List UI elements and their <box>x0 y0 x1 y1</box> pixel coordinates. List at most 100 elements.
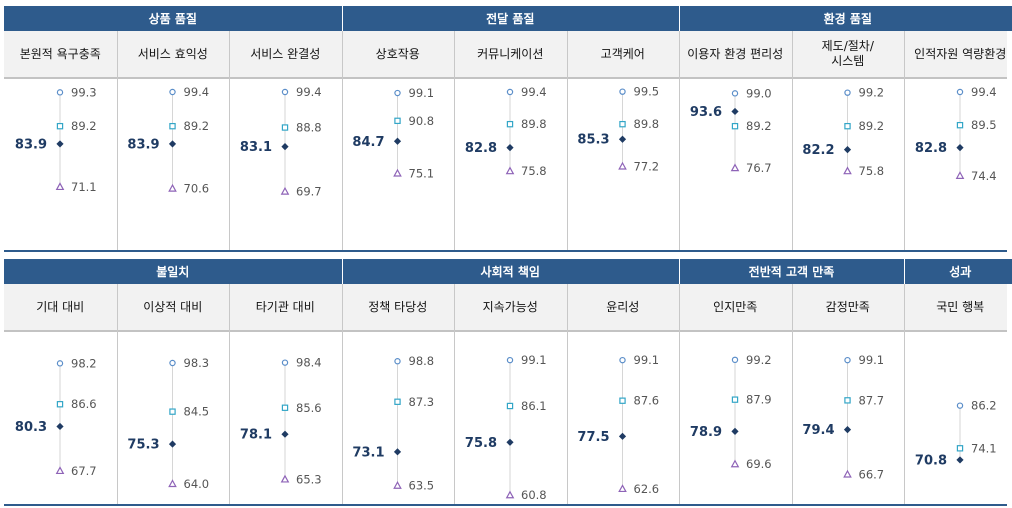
data-label: 71.1 <box>71 180 97 194</box>
category-label: 윤리성 <box>606 299 640 314</box>
data-label: 83.9 <box>127 137 159 152</box>
min-point <box>393 481 402 489</box>
max-point <box>844 356 851 364</box>
score-point <box>731 107 739 116</box>
min-point <box>505 166 515 175</box>
data-label: 99.1 <box>409 86 435 100</box>
data-label: 93.6 <box>690 105 722 120</box>
category-label: 기대 대비 <box>36 299 85 314</box>
data-label: 87.9 <box>746 393 772 407</box>
group-separator <box>341 259 343 284</box>
group-separator <box>341 6 343 31</box>
min-point <box>280 186 290 195</box>
score-point <box>956 144 964 152</box>
max-point <box>506 88 514 96</box>
data-label: 99.4 <box>971 85 997 99</box>
data-label: 62.6 <box>634 482 660 496</box>
max-point <box>619 356 626 364</box>
score-point <box>168 140 177 148</box>
score-point <box>281 143 289 151</box>
data-label: 88.8 <box>296 121 322 135</box>
category-header-row: 기대 대비 이상적 대비 타기관 대비 정책 타당성 지속가능성 윤리성 인지만족 감정만족 국… <box>4 284 1007 332</box>
data-label: 74.1 <box>971 441 997 455</box>
average-point <box>844 122 851 130</box>
max-point <box>956 402 964 409</box>
max-point <box>281 88 289 96</box>
max-point <box>281 359 289 366</box>
data-label: 78.1 <box>240 428 272 443</box>
column-separator <box>341 31 343 250</box>
group-header: 불일치 <box>4 259 342 284</box>
data-label: 86.1 <box>521 399 547 413</box>
min-point <box>843 469 852 478</box>
data-label: 99.1 <box>859 353 885 367</box>
group-separator <box>679 6 680 31</box>
column-separator <box>566 31 568 250</box>
min-point <box>730 459 740 468</box>
category-label: 인적자원 역량환경 <box>914 46 1007 61</box>
score-point <box>506 438 514 446</box>
max-point <box>169 88 176 96</box>
data-label: 99.0 <box>746 86 772 100</box>
min-point <box>618 161 627 170</box>
min-point <box>393 168 402 177</box>
data-label: 77.2 <box>634 159 660 173</box>
score-point <box>618 135 627 143</box>
data-label: 90.8 <box>409 114 435 128</box>
average-point <box>394 117 401 125</box>
data-label: 73.1 <box>352 445 384 460</box>
bottom-chart-panel: 불일치 사회적 책임 전반적 고객 만족 성과 기대 대비 이상적 대비 타기관 대비 정책 … <box>4 259 1012 506</box>
data-label: 83.9 <box>15 137 47 152</box>
category-label: 이용자 환경 편리성 <box>687 46 784 61</box>
panel-bottom-rule <box>4 250 1007 252</box>
column-separator <box>904 284 905 504</box>
data-label: 99.5 <box>634 85 660 99</box>
average-point <box>169 408 176 415</box>
top-chart-panel: 상품 품질 전달 품질 환경 품질 본원적 욕구충족 서비스 효익성 서비스 완결성 상호작… <box>4 6 1012 252</box>
data-label: 87.6 <box>634 394 660 408</box>
data-label: 69.7 <box>296 185 322 199</box>
panel-bottom-rule <box>4 504 1007 506</box>
data-label: 99.1 <box>521 353 547 367</box>
data-label: 66.7 <box>859 467 885 481</box>
group-header: 전반적 고객 만족 <box>679 259 904 284</box>
column-separator <box>116 31 118 250</box>
data-label: 99.1 <box>634 353 660 367</box>
data-label: 64.0 <box>184 477 210 491</box>
data-label: 84.5 <box>184 405 210 419</box>
data-label: 77.5 <box>577 430 609 445</box>
max-point <box>956 88 964 96</box>
group-header: 성과 <box>904 259 1012 284</box>
group-separator <box>679 259 680 284</box>
score-point <box>56 140 64 148</box>
data-label: 70.8 <box>915 453 947 468</box>
data-label: 75.1 <box>409 166 435 180</box>
min-point <box>168 183 177 192</box>
data-label: 83.1 <box>240 140 272 155</box>
category-label: 인지만족 <box>713 299 758 314</box>
data-label: 86.6 <box>71 397 97 411</box>
column-separator <box>454 31 455 250</box>
data-label: 89.8 <box>521 117 547 131</box>
column-separator <box>341 284 343 504</box>
data-label: 85.6 <box>296 401 322 415</box>
score-point <box>956 456 964 464</box>
score-point <box>843 426 852 434</box>
group-header: 환경 품질 <box>679 6 1012 31</box>
average-point <box>281 124 289 131</box>
average-point <box>619 397 626 404</box>
max-point <box>506 356 514 364</box>
data-label: 74.4 <box>971 169 997 183</box>
max-point <box>844 89 851 96</box>
group-header: 사회적 책임 <box>341 259 679 284</box>
data-label: 65.3 <box>296 472 322 486</box>
data-label: 60.8 <box>521 488 547 502</box>
category-label: 정책 타당성 <box>368 299 428 314</box>
score-point <box>843 146 852 154</box>
data-label: 89.5 <box>971 118 997 132</box>
max-point <box>731 90 739 97</box>
category-label: 제도/절차/ 시스템 <box>821 39 874 68</box>
category-label: 타기관 대비 <box>255 299 315 314</box>
group-header: 전달 품질 <box>341 6 679 31</box>
data-label: 82.8 <box>915 141 947 156</box>
